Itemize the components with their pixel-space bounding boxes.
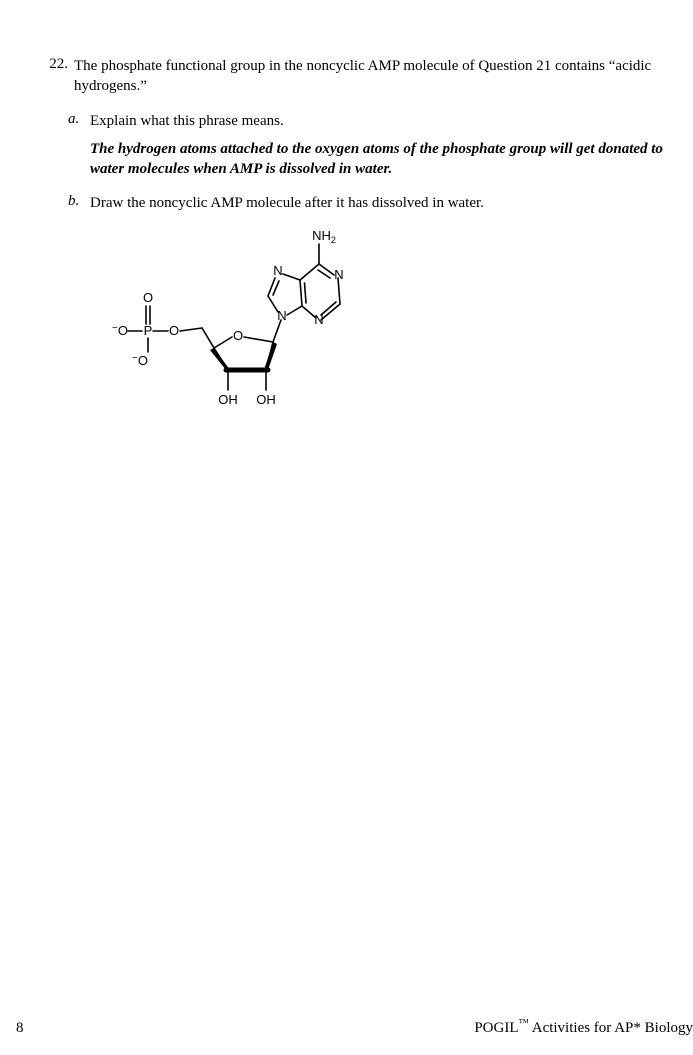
part-b-label: b. [68, 193, 90, 210]
svg-text:−O: −O [112, 323, 128, 338]
part-a-prompt: Explain what this phrase means. [90, 111, 691, 131]
part-a-label: a. [68, 111, 90, 128]
part-a-answer: The hydrogen atoms attached to the oxyge… [90, 139, 691, 180]
svg-text:OH: OH [218, 392, 238, 407]
svg-text:P: P [144, 323, 153, 338]
svg-text:O: O [233, 328, 243, 343]
question-number: 22. [34, 56, 74, 73]
svg-text:N: N [277, 308, 286, 323]
svg-text:NH2: NH2 [312, 228, 336, 245]
svg-text:−O: −O [132, 353, 148, 368]
amp-molecule-svg: NH2 N N N N O O P O −O −O OH OH [108, 220, 378, 420]
part-b-row: b. Draw the noncyclic AMP molecule after… [68, 193, 693, 213]
part-a-row: a. Explain what this phrase means. The h… [68, 111, 693, 180]
page-number: 8 [16, 1020, 24, 1037]
svg-text:O: O [169, 323, 179, 338]
svg-text:N: N [273, 263, 282, 278]
question-text: The phosphate functional group in the no… [74, 56, 693, 97]
part-a-body: Explain what this phrase means. The hydr… [90, 111, 693, 180]
footer-right: POGIL™ Activities for AP* Biology [474, 1018, 693, 1037]
page: 22. The phosphate functional group in th… [0, 0, 693, 1055]
svg-text:N: N [314, 312, 323, 327]
part-b-prompt: Draw the noncyclic AMP molecule after it… [90, 193, 693, 213]
svg-text:O: O [143, 290, 153, 305]
amp-structure-figure: NH2 N N N N O O P O −O −O OH OH [108, 220, 693, 425]
svg-text:OH: OH [256, 392, 276, 407]
question-row: 22. The phosphate functional group in th… [34, 56, 693, 97]
svg-text:N: N [334, 267, 343, 282]
